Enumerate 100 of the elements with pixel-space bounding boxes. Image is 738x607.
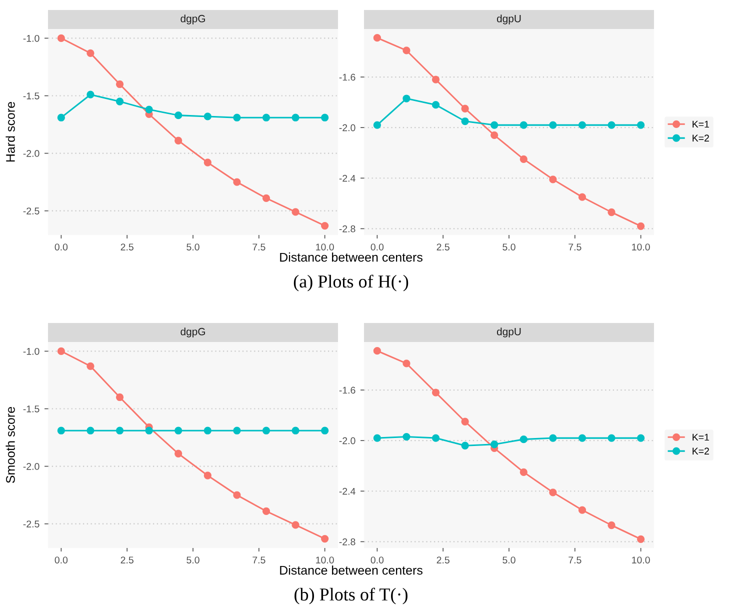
point: [292, 426, 300, 434]
point: [145, 426, 153, 434]
point: [520, 435, 528, 444]
point: [262, 194, 270, 202]
x-axis-title: Distance between centers: [280, 252, 422, 262]
x-tick-label: 0.0: [54, 556, 68, 564]
point: [432, 434, 440, 442]
x-tick-label: 10.0: [632, 244, 650, 250]
y-tick-label: -1.0: [23, 348, 40, 355]
point: [608, 434, 616, 442]
point: [432, 76, 440, 84]
x-tick-label: 5.0: [186, 244, 200, 250]
x-tick-label: 7.5: [568, 244, 582, 250]
point: [373, 434, 381, 442]
point: [373, 347, 381, 355]
x-tick-label: 2.5: [436, 556, 450, 564]
point: [490, 121, 498, 129]
point: [86, 426, 94, 434]
point: [174, 426, 182, 434]
point: [578, 193, 586, 201]
point: [233, 491, 241, 499]
point: [373, 34, 381, 42]
point: [292, 208, 300, 216]
point: [373, 121, 381, 129]
point: [116, 98, 124, 106]
point: [233, 114, 241, 122]
point: [204, 158, 212, 166]
point: [262, 507, 270, 515]
x-tick-label: 7.5: [252, 556, 266, 564]
point: [432, 101, 440, 109]
point: [637, 121, 645, 129]
point: [292, 114, 300, 122]
point: [116, 426, 124, 434]
point: [262, 426, 270, 434]
y-tick-label: -1.0: [23, 34, 40, 42]
y-tick-label: -2.0: [23, 150, 40, 157]
point: [174, 450, 182, 458]
y-tick-label: -2.4: [339, 488, 356, 495]
legend-label: K=2: [692, 448, 709, 454]
point: [262, 114, 270, 122]
point: [461, 418, 469, 426]
point: [321, 222, 329, 230]
point: [204, 112, 212, 120]
x-tick-label: 0.0: [54, 244, 68, 250]
x-tick-label: 10.0: [316, 244, 334, 250]
point: [233, 426, 241, 434]
x-tick-label: 0.0: [370, 556, 384, 564]
point: [233, 178, 241, 186]
x-tick-label: 2.5: [120, 556, 134, 564]
point: [490, 440, 498, 448]
point: [402, 432, 410, 441]
point: [86, 90, 94, 98]
point: [608, 208, 616, 216]
y-tick-label: -2.5: [23, 208, 40, 214]
y-axis-title: Smooth score: [6, 406, 15, 483]
point: [520, 155, 528, 163]
point: [490, 131, 498, 139]
point: [549, 488, 557, 496]
point: [116, 80, 124, 88]
point: [637, 222, 645, 230]
point: [204, 426, 212, 434]
point: [637, 434, 645, 442]
x-tick-label: 0.0: [370, 244, 384, 250]
point: [520, 121, 528, 129]
point: [57, 347, 65, 356]
y-tick-label: -2.5: [23, 520, 40, 528]
y-tick-label: -1.6: [339, 74, 356, 81]
y-tick-label: -2.0: [23, 463, 40, 470]
point: [321, 114, 329, 122]
point: [174, 111, 182, 120]
y-tick-label: -2.4: [339, 174, 356, 182]
point: [145, 106, 153, 114]
x-tick-label: 2.5: [436, 244, 450, 250]
point: [321, 534, 329, 543]
point: [57, 426, 65, 434]
point: [116, 393, 124, 402]
point: [174, 136, 182, 144]
x-tick-label: 10.0: [632, 556, 650, 564]
point: [432, 388, 440, 396]
legend-label: K=2: [692, 134, 709, 142]
point: [578, 506, 586, 514]
x-tick-label: 2.5: [120, 244, 134, 250]
point: [204, 472, 212, 480]
chart-title: dgpG: [180, 14, 205, 24]
point: [520, 468, 528, 476]
point: [57, 114, 65, 122]
point: [292, 521, 300, 529]
x-tick-label: 7.5: [568, 556, 582, 564]
y-tick-label: -2.0: [339, 437, 356, 444]
x-tick-label: 5.0: [502, 556, 516, 564]
point: [86, 49, 94, 57]
x-tick-label: 5.0: [502, 244, 516, 250]
point: [461, 442, 469, 450]
point: [608, 521, 616, 530]
point: [86, 362, 94, 370]
point: [578, 434, 586, 442]
x-tick-label: 10.0: [316, 556, 334, 564]
y-tick-label: -1.6: [339, 386, 356, 394]
point: [549, 434, 557, 442]
point: [461, 117, 469, 126]
